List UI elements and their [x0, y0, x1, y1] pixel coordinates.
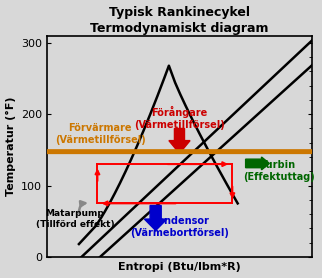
FancyArrow shape: [144, 205, 167, 230]
Text: Kondensor
(Värmebortförsel): Kondensor (Värmebortförsel): [130, 216, 229, 238]
Text: Turbin
(Effektuttag): Turbin (Effektuttag): [243, 160, 315, 182]
Text: Matarpump
(Tillförd effekt): Matarpump (Tillförd effekt): [36, 209, 114, 229]
Text: Förvärmare
(Värmetillförsel): Förvärmare (Värmetillförsel): [55, 123, 146, 145]
Title: Typisk Rankinecykel
Termodynamiskt diagram: Typisk Rankinecykel Termodynamiskt diagr…: [90, 6, 269, 34]
X-axis label: Entropi (Btu/lbm*R): Entropi (Btu/lbm*R): [118, 262, 241, 272]
FancyArrow shape: [169, 128, 190, 153]
FancyArrow shape: [246, 157, 270, 170]
FancyArrow shape: [0, 150, 322, 153]
Text: Förångare
(Värmetillförsel): Förångare (Värmetillförsel): [134, 106, 225, 130]
Y-axis label: Temperatur (°F): Temperatur (°F): [5, 96, 16, 196]
